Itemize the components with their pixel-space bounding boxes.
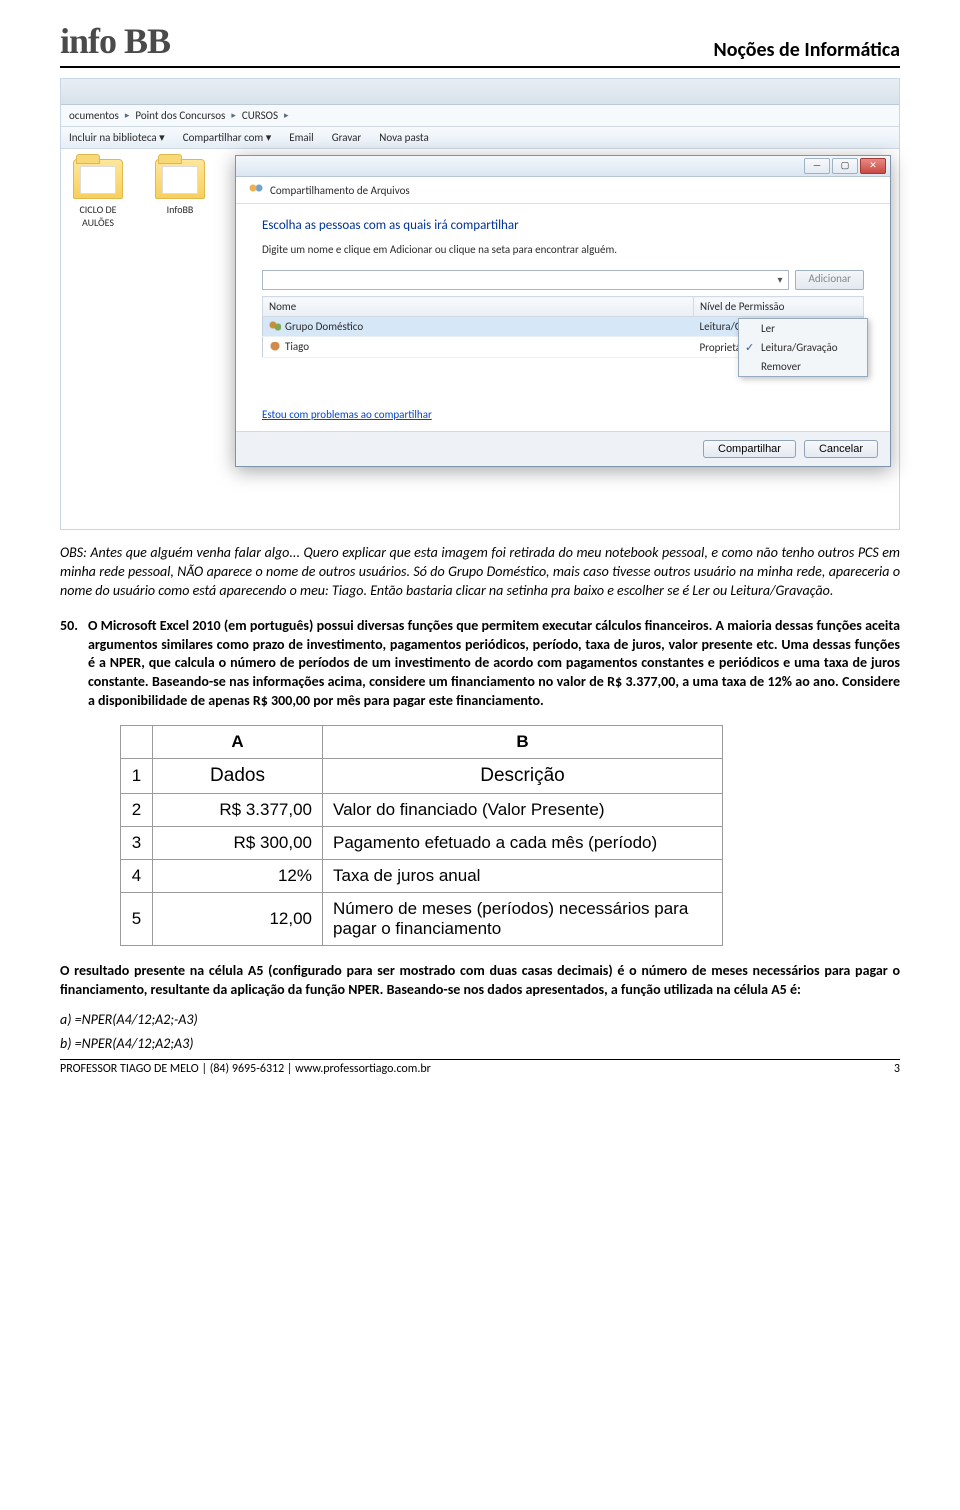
cell-b2: Valor do financiado (Valor Presente) [323,794,723,827]
cell-a2: R$ 3.377,00 [153,794,323,827]
row-header: 2 [121,794,153,827]
col-b-header: B [323,726,723,759]
share-dialog: — ▢ ✕ Compartilhamento de Arquivos Escol… [235,155,891,467]
folder-icon [73,159,123,199]
breadcrumb[interactable]: ocumentos▸ Point dos Concursos▸ CURSOS▸ [61,105,899,127]
user-icon [269,342,281,354]
people-icon [248,183,264,197]
explorer-screenshot: ocumentos▸ Point dos Concursos▸ CURSOS▸ … [60,78,900,530]
page-number: 3 [894,1062,900,1076]
menu-read[interactable]: Ler [739,319,867,338]
cell-b1: Descrição [323,759,723,794]
add-button[interactable]: Adicionar [795,270,864,290]
folder-label: InfoBB [151,203,209,216]
option-a: a) =NPER(A4/12;A2;-A3) [60,1010,900,1030]
row-header: 4 [121,860,153,893]
minimize-button[interactable]: — [804,158,830,174]
corner-cell [121,726,153,759]
toolbar-email[interactable]: Email [289,131,313,144]
explorer-toolbar: Incluir na biblioteca ▾ Compartilhar com… [61,127,899,149]
cell-a1: Dados [153,759,323,794]
folder-label: CICLO DE AULÕES [69,203,127,229]
logo: info BB [60,20,170,62]
question-number: 50. [60,617,78,711]
cell-a3: R$ 300,00 [153,827,323,860]
trouble-link[interactable]: Estou com problemas ao compartilhar [262,408,432,421]
dialog-title: Compartilhamento de Arquivos [270,184,410,197]
window-tabstrip [61,79,899,105]
maximize-button[interactable]: ▢ [832,158,858,174]
toolbar-include[interactable]: Incluir na biblioteca ▾ [69,131,165,144]
page-footer: PROFESSOR TIAGO DE MELO | (84) 9695-6312… [60,1060,900,1076]
row-name: Tiago [285,340,309,353]
footer-text: PROFESSOR TIAGO DE MELO | (84) 9695-6312… [60,1062,431,1076]
toolbar-share[interactable]: Compartilhar com ▾ [183,131,272,144]
column-name[interactable]: Nome [263,297,694,317]
cell-b5: Número de meses (períodos) necessários p… [323,893,723,946]
page-title: Noções de Informática [714,38,900,62]
page-header: info BB Noções de Informática [60,20,900,62]
row-header: 1 [121,759,153,794]
excel-table-wrap: A B 1 Dados Descrição 2 R$ 3.377,00 Valo… [120,725,900,946]
excel-table: A B 1 Dados Descrição 2 R$ 3.377,00 Valo… [120,725,723,946]
context-menu: Ler Leitura/Gravação Remover [738,318,868,377]
question-text: O Microsoft Excel 2010 (em português) po… [88,617,900,711]
obs-paragraph: OBS: Antes que alguém venha falar algo..… [60,544,900,601]
menu-readwrite[interactable]: Leitura/Gravação [739,338,867,357]
col-a-header: A [153,726,323,759]
row-header: 3 [121,827,153,860]
cell-b4: Taxa de juros anual [323,860,723,893]
header-rule [60,66,900,68]
breadcrumb-item[interactable]: Point dos Concursos [135,109,225,122]
toolbar-newfolder[interactable]: Nova pasta [379,131,428,144]
folder-item[interactable]: InfoBB [151,159,209,229]
folder-area: CICLO DE AULÕES InfoBB [69,159,209,229]
dialog-heading: Escolha as pessoas com as quais irá comp… [262,218,864,233]
toolbar-burn[interactable]: Gravar [332,131,362,144]
cancel-button[interactable]: Cancelar [804,440,878,458]
folder-item[interactable]: CICLO DE AULÕES [69,159,127,229]
row-name: Grupo Doméstico [285,320,363,333]
row-header: 5 [121,893,153,946]
result-paragraph: O resultado presente na célula A5 (confi… [60,962,900,1000]
breadcrumb-item[interactable]: ocumentos [69,109,119,122]
folder-icon [155,159,205,199]
group-icon [269,321,281,333]
dialog-subtext: Digite um nome e clique em Adicionar ou … [262,243,864,256]
question-block: 50. O Microsoft Excel 2010 (em português… [60,617,900,711]
user-combo[interactable] [262,270,789,290]
column-permission[interactable]: Nível de Permissão [694,297,864,317]
menu-remove[interactable]: Remover [739,357,867,376]
option-b: b) =NPER(A4/12;A2;A3) [60,1034,900,1054]
share-button[interactable]: Compartilhar [703,440,796,458]
close-button[interactable]: ✕ [860,158,886,174]
cell-a4: 12% [153,860,323,893]
cell-a5: 12,00 [153,893,323,946]
breadcrumb-item[interactable]: CURSOS [242,109,278,122]
cell-b3: Pagamento efetuado a cada mês (período) [323,827,723,860]
